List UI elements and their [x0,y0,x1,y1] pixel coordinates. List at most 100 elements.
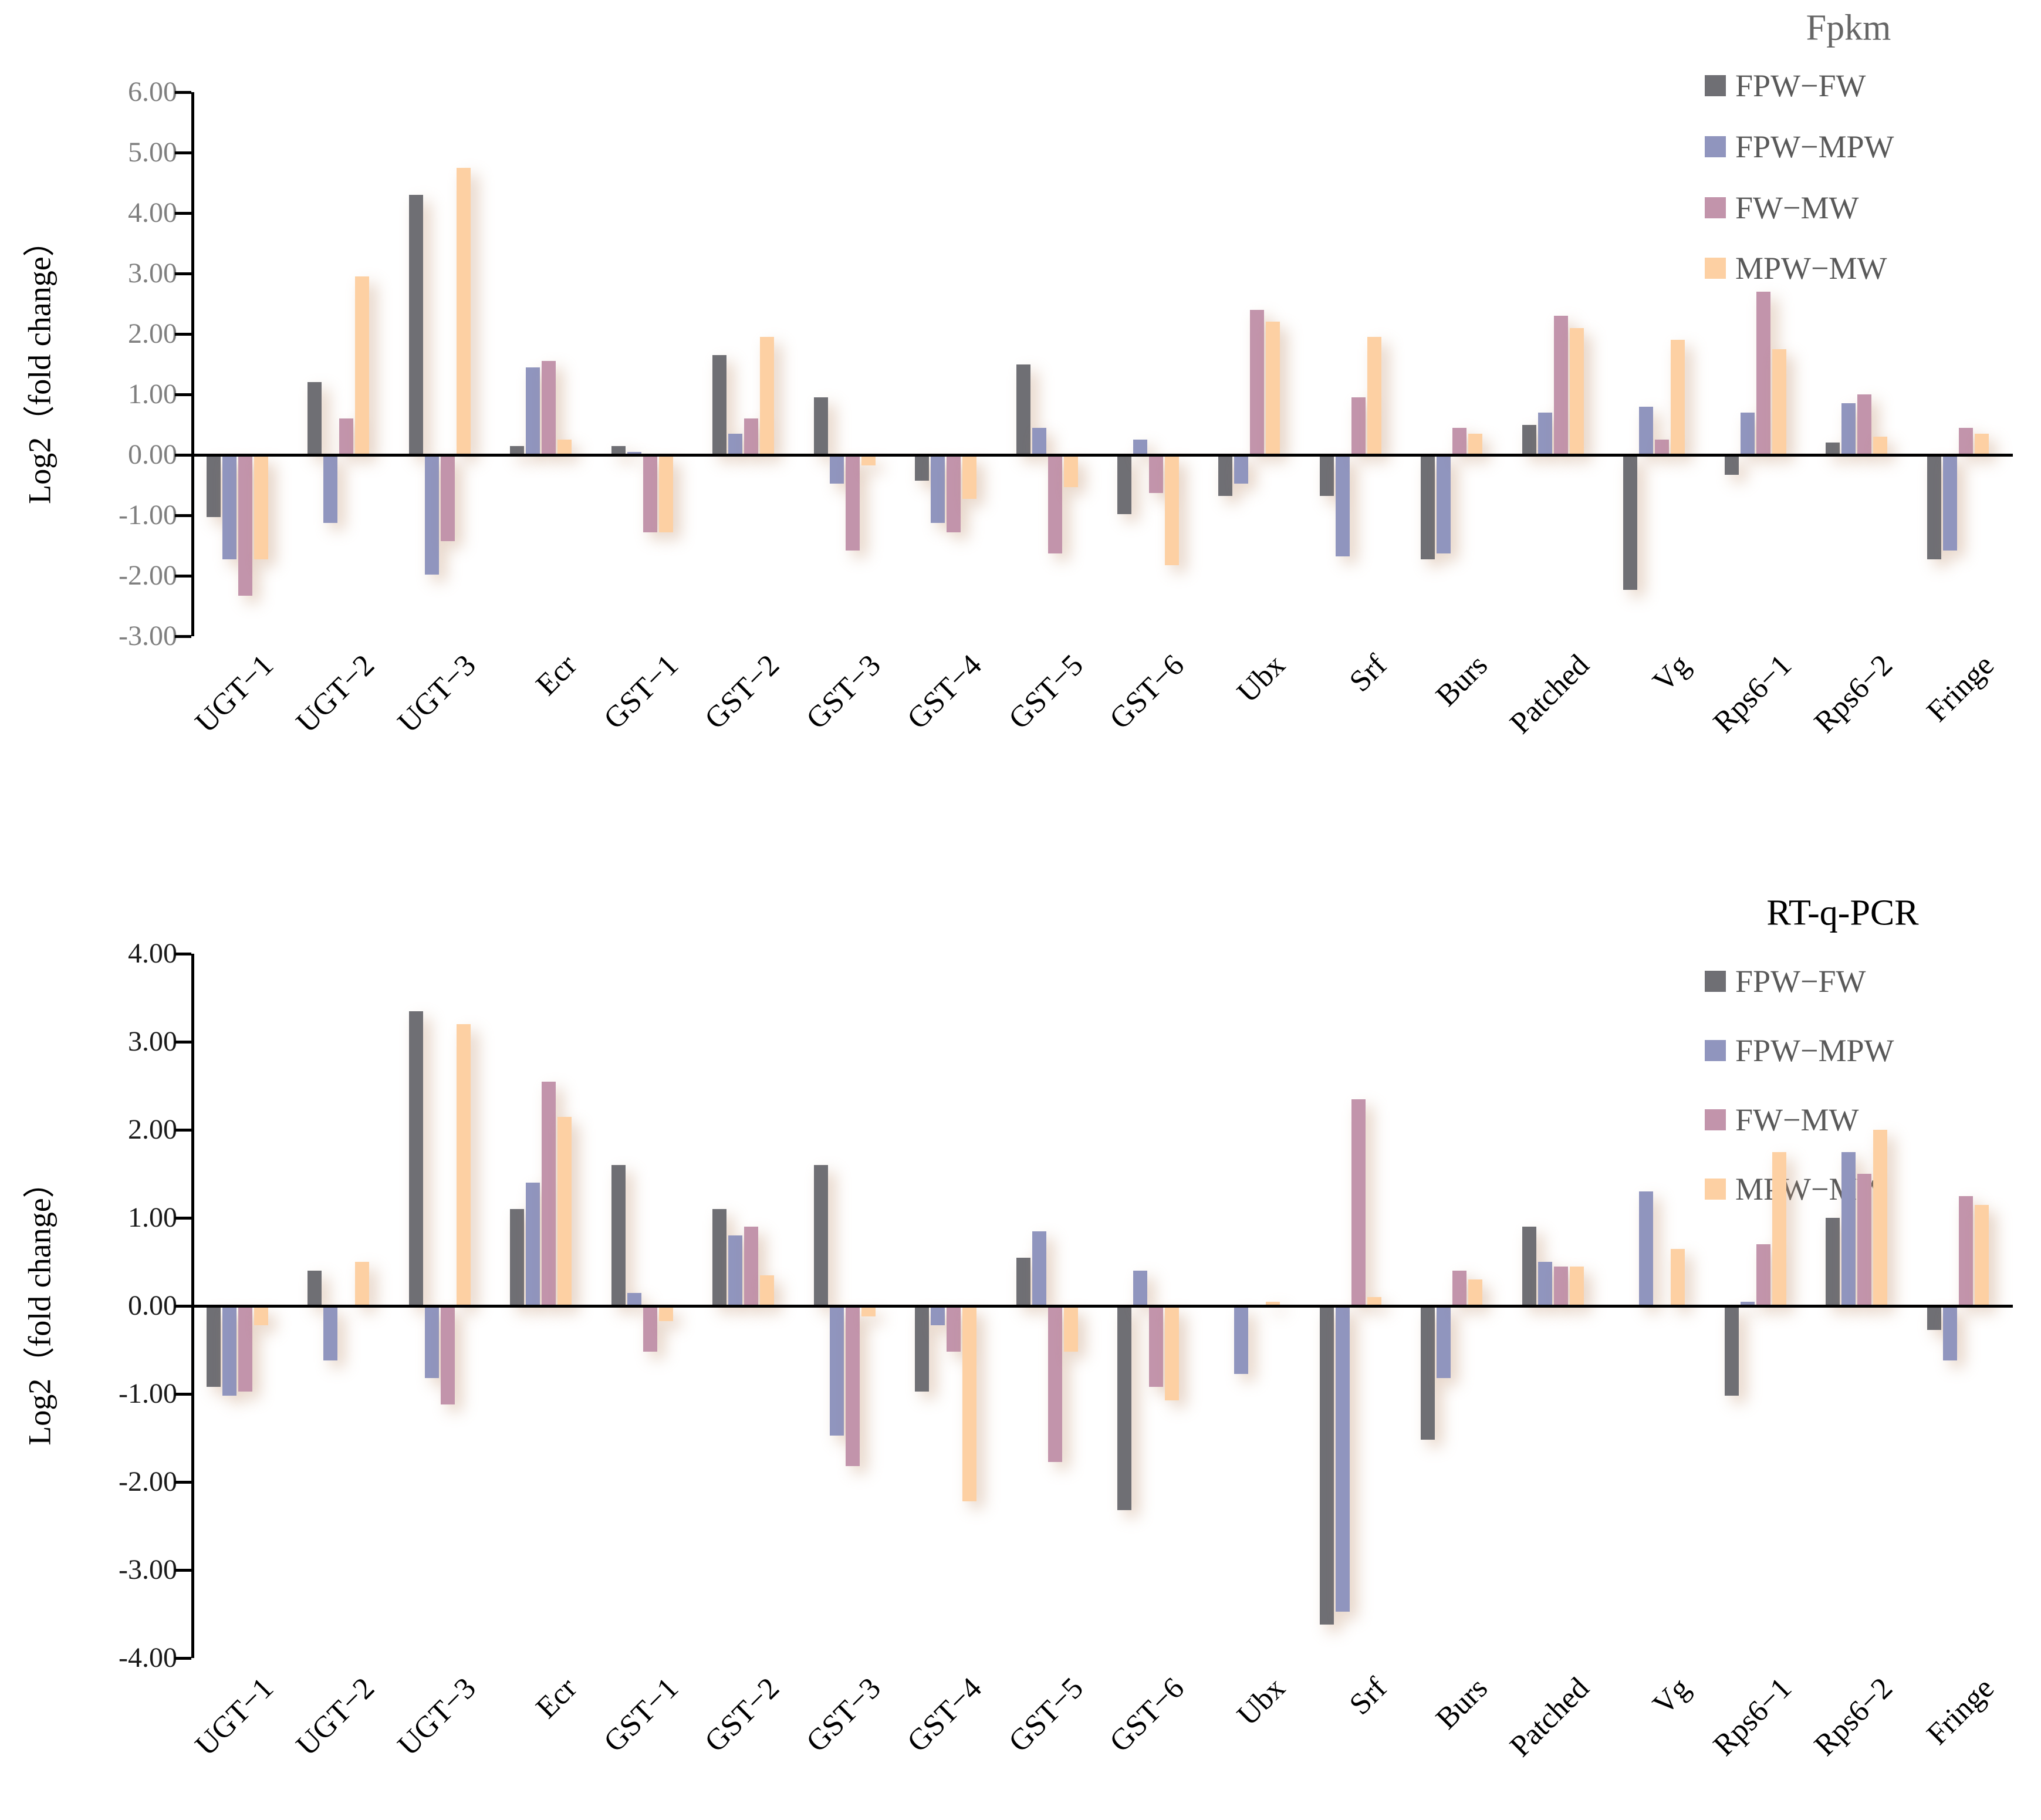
fpkm-y-tick-label: 0.00 [128,439,177,470]
rtqpcr-legend-item: FW−MW [1705,1102,1858,1138]
fpkm-y-tick-label: -1.00 [119,499,177,531]
bar-FPW-MPW-GST−3 [829,1308,844,1436]
bar-FPW-FW-UGT−1 [207,1308,221,1387]
fpkm-y-tick-mark [175,151,191,154]
bar-FW-MW-GST−1 [643,1308,657,1352]
bar-FPW-MPW-Patched [1537,412,1552,455]
bar-FPW-FW-GST−4 [915,1308,930,1392]
bar-MPW-MW-Fringe [1974,1204,1989,1306]
bar-FPW-MPW-Rps6−2 [1841,1152,1856,1306]
fpkm-y-tick-mark [175,91,191,94]
bar-FW-MW-GST−2 [744,1227,759,1306]
bar-FPW-FW-Burs [1421,457,1435,560]
bar-FW-MW-GST−4 [947,1308,961,1352]
rtqpcr-y-tick-label: 4.00 [128,938,177,969]
fpkm-y-tick-mark [175,635,191,638]
fpkm-y-tick-mark [175,212,191,215]
bar-FW-MW-Ubx [1250,309,1265,455]
rtqpcr-y-tick-mark [175,1393,191,1396]
bar-MPW-MW-GST−6 [1165,1308,1179,1400]
bar-MPW-MW-Vg [1671,340,1685,455]
rtqpcr-legend-title: RT-q-PCR [1766,893,1919,933]
fpkm-legend-item: FW−MW [1705,190,1858,226]
bar-MPW-MW-GST−1 [658,457,673,532]
bar-MPW-MW-Ubx [1266,1301,1280,1306]
bar-MPW-MW-Ubx [1266,322,1280,455]
bar-MPW-MW-Burs [1468,1279,1483,1306]
rtqpcr-legend-label: FPW−FW [1735,964,1866,999]
bar-FPW-MPW-Ecr [526,1183,540,1306]
bar-FW-MW-GST−5 [1047,1308,1062,1462]
FPW-MPW-swatch-icon [1705,136,1726,157]
bar-FPW-MPW-Rps6−1 [1740,1301,1755,1306]
bar-FPW-MPW-GST−4 [931,1308,945,1325]
bar-FPW-FW-Vg [1623,457,1638,590]
bar-MPW-MW-Rps6−2 [1873,437,1888,455]
bar-MPW-MW-Srf [1367,1297,1381,1306]
fpkm-legend-item: MPW−MW [1705,250,1887,286]
fpkm-legend-label: FW−MW [1735,190,1859,225]
bar-FPW-MPW-Fringe [1942,1308,1957,1360]
bar-MPW-MW-GST−1 [658,1308,673,1321]
bar-FPW-MPW-GST−2 [728,1235,743,1306]
bar-FPW-FW-Patched [1522,424,1536,455]
bar-FW-MW-GST−3 [845,1308,860,1466]
bar-FPW-FW-Ubx [1218,457,1233,496]
bar-FPW-MPW-UGT−2 [323,1308,338,1360]
FPW-FW-swatch-icon [1705,75,1726,96]
bar-FPW-MPW-Ecr [526,367,540,455]
fpkm-y-tick-mark [175,454,191,457]
bar-FPW-FW-GST−5 [1016,1257,1030,1306]
bar-FW-MW-GST−5 [1047,457,1062,553]
bar-FPW-FW-Patched [1522,1227,1536,1306]
bar-FPW-MPW-UGT−1 [222,457,236,560]
rtqpcr-y-tick-mark [175,1481,191,1484]
bar-FPW-FW-GST−4 [915,457,930,481]
rtqpcr-y-tick-mark [175,1305,191,1308]
rtqpcr-legend-item: FPW−MPW [1705,1032,1894,1069]
bar-MPW-MW-Fringe [1974,433,1989,455]
bar-FW-MW-UGT−1 [238,1308,252,1392]
bar-FPW-FW-GST−1 [611,445,626,455]
bar-FW-MW-Rps6−2 [1857,1174,1872,1306]
bar-FPW-MPW-Vg [1639,1191,1654,1306]
bar-FW-MW-UGT−3 [440,1308,455,1404]
bar-FPW-FW-UGT−2 [307,1271,322,1306]
rtqpcr-y-tick-mark [175,1657,191,1660]
bar-FPW-MPW-GST−1 [627,451,641,455]
bar-MPW-MW-GST−2 [760,337,775,455]
bar-FPW-FW-UGT−1 [207,457,221,517]
rtqpcr-y-tick-mark [175,1569,191,1572]
bar-FPW-FW-UGT−3 [408,195,423,455]
bar-MPW-MW-GST−2 [760,1275,775,1306]
bar-FPW-MPW-Ubx [1234,457,1249,484]
bar-FPW-FW-Rps6−1 [1724,457,1739,475]
bar-FW-MW-Rps6−1 [1756,291,1770,455]
fpkm-legend-label: MPW−MW [1735,251,1887,286]
bar-FPW-MPW-Burs [1437,457,1451,553]
rtqpcr-y-tick-label: -2.00 [119,1466,177,1497]
rtqpcr-y-tick-label: -4.00 [119,1642,177,1673]
bar-FPW-FW-Rps6−2 [1826,443,1840,455]
bar-FPW-MPW-GST−2 [728,433,743,455]
rtqpcr-legend-item: FPW−FW [1705,963,1866,1000]
fpkm-legend-item: FPW−MPW [1705,129,1894,165]
bar-FPW-FW-Rps6−2 [1826,1218,1840,1306]
fpkm-y-tick-label: 6.00 [128,76,177,107]
bar-FPW-MPW-GST−5 [1032,427,1046,455]
bar-FPW-FW-GST−6 [1117,457,1131,514]
bar-FPW-FW-GST−2 [712,1209,727,1306]
rtqpcr-y-tick-label: -3.00 [119,1554,177,1585]
bar-MPW-MW-GST−4 [962,457,977,499]
bar-MPW-MW-GST−3 [861,457,876,466]
fpkm-y-axis-title: Log2（fold change） [22,224,58,504]
bar-FPW-FW-Burs [1421,1308,1435,1440]
bar-FPW-MPW-Ubx [1234,1308,1249,1374]
bar-MPW-MW-UGT−2 [355,1262,370,1306]
fpkm-y-axis-line [191,92,194,636]
bar-FPW-MPW-Vg [1639,406,1654,455]
bar-MPW-MW-Rps6−1 [1772,1152,1786,1306]
rtqpcr-y-tick-mark [175,1129,191,1132]
bar-MPW-MW-UGT−3 [456,167,471,455]
bar-MPW-MW-UGT−1 [254,1308,268,1325]
